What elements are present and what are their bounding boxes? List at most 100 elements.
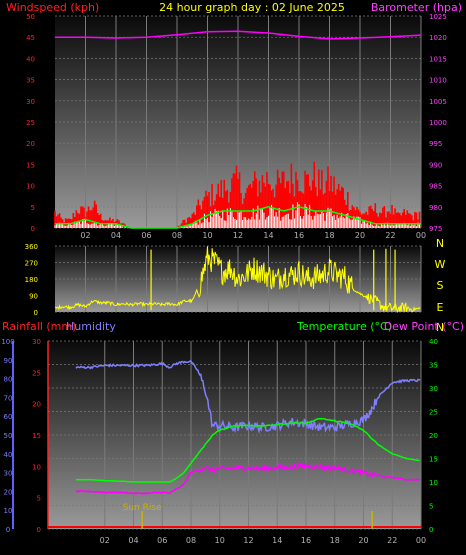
- y-tick-label: 40: [4, 451, 13, 459]
- y-tick-label: 975: [429, 225, 442, 233]
- compass-label: E: [437, 301, 444, 314]
- y-tick-label: 1010: [429, 77, 447, 85]
- x-tick-label: 14: [263, 231, 273, 240]
- x-tick-label: 12: [243, 536, 253, 545]
- temperature-label: Temperature (°C): [296, 320, 392, 333]
- y-tick-label: 25: [32, 369, 41, 377]
- y-tick-label: 0: [37, 526, 41, 534]
- y-tick-label: 15: [26, 161, 35, 169]
- y-tick-label: 30: [4, 470, 13, 478]
- x-tick-label: 20: [355, 231, 365, 240]
- rainfall-label: Rainfall (mm): [2, 320, 76, 333]
- temp-plot-area: [48, 341, 421, 529]
- x-tick-label: 20: [358, 536, 368, 545]
- y-tick-label: 90: [4, 357, 13, 365]
- x-tick-label: 18: [330, 536, 340, 545]
- humidity-label: Humidity: [66, 320, 116, 333]
- sunrise-annotation: Sun Rise: [123, 503, 162, 513]
- x-tick-label: 00: [416, 231, 426, 240]
- x-tick-label: 14: [272, 536, 282, 545]
- y-tick-label: 360: [25, 243, 38, 251]
- x-tick-label: 04: [111, 231, 121, 240]
- x-tick-label: 02: [100, 536, 110, 545]
- y-tick-label: 70: [4, 394, 13, 402]
- temperature-line: [75, 417, 420, 483]
- y-tick-label: 30: [32, 338, 41, 346]
- temp-humidity-panel: Sun Rise 02 04 06 08 10 12 14 16 18 20 22 0 0 0 10 20 3…: [1, 338, 438, 545]
- y-tick-label: 15: [32, 432, 41, 440]
- x-tick-label: 06: [141, 231, 151, 240]
- y-tick-label: 20: [26, 140, 35, 148]
- y-tick-label: 0: [429, 526, 433, 534]
- y-tick-label: 1025: [429, 13, 447, 21]
- y-tick-label: 30: [26, 98, 35, 106]
- x-tick-label: 10: [202, 231, 212, 240]
- y-tick-label: 45: [26, 34, 35, 42]
- x-tick-label: 08: [186, 536, 196, 545]
- y-tick-label: 5: [429, 503, 433, 511]
- y-tick-label: 1000: [429, 119, 447, 127]
- y-tick-label: 10: [4, 507, 13, 515]
- y-tick-label: 180: [25, 276, 38, 284]
- y-tick-label: 1015: [429, 55, 447, 63]
- y-tick-label: 5: [31, 204, 35, 212]
- y-tick-label: 40: [26, 55, 35, 63]
- y-tick-label: 995: [429, 140, 442, 148]
- y-tick-label: 35: [26, 77, 35, 85]
- y-tick-label: 0: [31, 225, 35, 233]
- y-tick-label: 990: [429, 161, 442, 169]
- y-tick-label: 100: [1, 338, 14, 346]
- x-tick-label: 22: [385, 231, 395, 240]
- y-tick-label: 10: [429, 479, 438, 487]
- y-tick-label: 25: [26, 119, 35, 127]
- x-tick-label: 08: [172, 231, 182, 240]
- wind-average-line: [55, 206, 421, 229]
- x-tick-label: 22: [387, 536, 397, 545]
- barometer-label: Barometer (hpa): [371, 1, 462, 14]
- y-tick-label: 5: [37, 495, 41, 503]
- y-tick-label: 50: [4, 432, 13, 440]
- y-tick-label: 20: [429, 432, 438, 440]
- dewpoint-line: [75, 461, 421, 495]
- x-tick-label: 06: [157, 536, 167, 545]
- x-tick-label: 02: [80, 231, 90, 240]
- x-tick-label: 16: [301, 536, 311, 545]
- x-tick-label: 12: [233, 231, 243, 240]
- y-tick-label: 1020: [429, 34, 447, 42]
- x-tick-label: 18: [324, 231, 334, 240]
- y-tick-label: 35: [429, 362, 438, 370]
- y-tick-label: 1005: [429, 98, 447, 106]
- y-tick-label: 10: [26, 183, 35, 191]
- y-tick-label: 30: [429, 385, 438, 393]
- y-tick-label: 0: [6, 526, 10, 534]
- y-tick-label: 25: [429, 409, 438, 417]
- y-tick-label: 40: [429, 338, 438, 346]
- y-tick-label: 980: [429, 204, 442, 212]
- compass-label: W: [435, 258, 446, 271]
- y-tick-label: 15: [429, 456, 438, 464]
- compass-label: N: [436, 321, 444, 334]
- humidity-line: [75, 359, 421, 434]
- direction-line: [54, 246, 421, 314]
- y-tick-label: 90: [29, 293, 38, 301]
- y-tick-label: 50: [26, 13, 35, 21]
- barometer-line: [55, 30, 422, 40]
- wind-barometer-panel: 02 04 06 08 10 12 14 16 18 20 22 00 051015202530354…: [26, 13, 447, 240]
- y-tick-label: 80: [4, 376, 13, 384]
- y-tick-label: 60: [4, 413, 13, 421]
- y-tick-label: 20: [4, 488, 13, 496]
- y-tick-label: 985: [429, 183, 442, 191]
- compass-label: N: [436, 237, 444, 250]
- y-tick-label: 10: [32, 463, 41, 471]
- page-title: 24 hour graph day : 02 June 2025: [159, 1, 345, 14]
- dewpoint-label: Dew Point (°C): [384, 320, 464, 333]
- x-tick-label: 16: [294, 231, 304, 240]
- y-tick-label: 20: [32, 401, 41, 409]
- windspeed-label: Windspeed (kph): [6, 1, 99, 14]
- compass-label: S: [437, 279, 444, 292]
- x-tick-label: 04: [128, 536, 138, 545]
- x-tick-label: 10: [215, 536, 225, 545]
